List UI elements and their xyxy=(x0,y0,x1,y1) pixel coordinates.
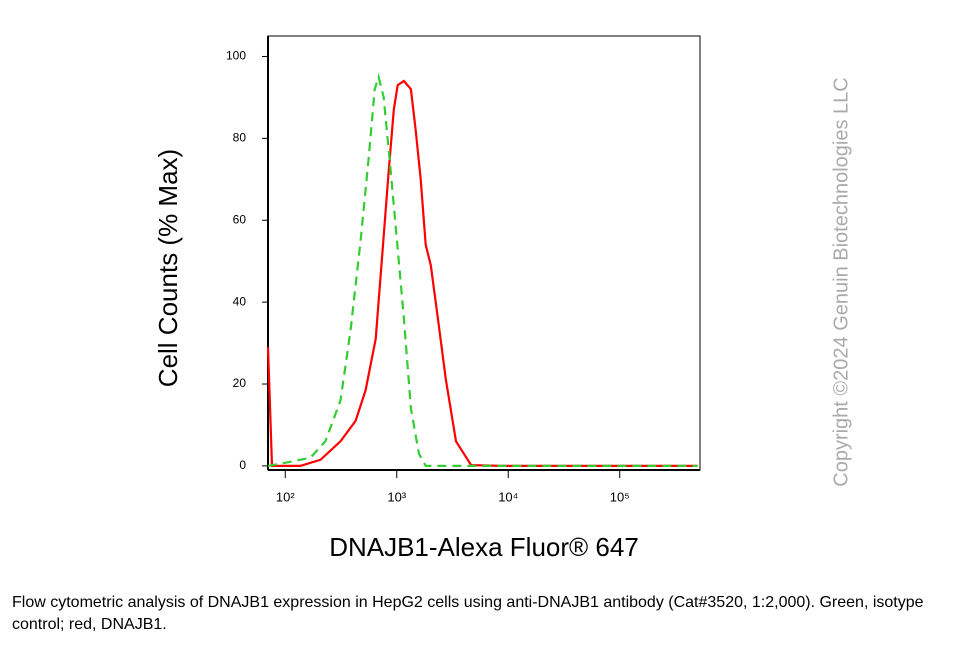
y-tick-label: 80 xyxy=(233,131,247,145)
chart: Cell Counts (% Max) DNAJB1-Alexa Fluor® … xyxy=(153,35,852,562)
x-tick-label: 10² xyxy=(276,489,295,504)
y-tick-label: 0 xyxy=(239,458,246,472)
watermark: Copyright ©2024 Genuin Biotechnologies L… xyxy=(830,77,852,486)
x-tick-label: 10⁴ xyxy=(498,489,518,504)
caption: Flow cytometric analysis of DNAJB1 expre… xyxy=(12,594,924,633)
histogram-line xyxy=(267,72,698,467)
y-tick-label: 40 xyxy=(233,294,247,308)
plot-frame xyxy=(267,35,701,471)
y-axis-label: Cell Counts (% Max) xyxy=(153,149,183,387)
y-tick-label: 20 xyxy=(233,376,247,390)
x-tick-label: 10³ xyxy=(387,489,406,504)
x-axis-label: DNAJB1-Alexa Fluor® 647 xyxy=(329,532,639,562)
x-tick-label: 10⁵ xyxy=(610,489,630,504)
y-tick-label: 60 xyxy=(233,212,247,226)
y-tick-label: 100 xyxy=(226,49,246,63)
histogram-line xyxy=(266,79,698,467)
